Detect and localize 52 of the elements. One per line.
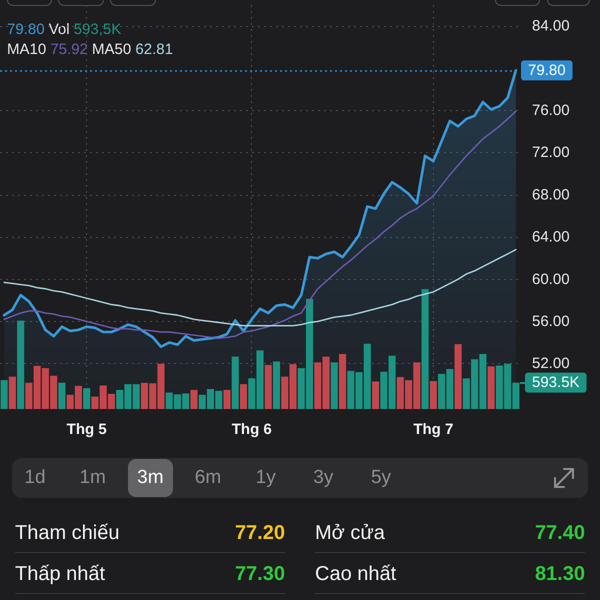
bar bbox=[330, 362, 338, 409]
text: Tham chiếu bbox=[15, 522, 120, 545]
x-tick-label: Thg 6 bbox=[232, 421, 272, 438]
text: 1m bbox=[78, 466, 107, 490]
bar bbox=[240, 384, 248, 409]
y-tick-label: 56.00 bbox=[532, 312, 570, 330]
y-tick-label: 68.00 bbox=[532, 186, 570, 204]
bar bbox=[232, 356, 239, 409]
bar bbox=[58, 382, 66, 409]
bar bbox=[422, 289, 429, 409]
y-tick-label: 84.00 bbox=[532, 18, 570, 35]
bar bbox=[8, 376, 16, 409]
y-tick-label: 60.00 bbox=[532, 270, 570, 288]
y-tick-label: 72.00 bbox=[532, 144, 570, 162]
annotation: MA50 62.81 bbox=[92, 41, 173, 58]
text: 3y bbox=[312, 466, 334, 490]
bar bbox=[430, 381, 437, 409]
bar bbox=[338, 354, 346, 409]
x-tick-label: Thg 5 bbox=[66, 421, 107, 438]
text: 1y bbox=[254, 466, 277, 490]
text: Thấp nhất bbox=[15, 563, 106, 586]
text: 81.30 bbox=[534, 563, 585, 586]
text: 3m bbox=[128, 459, 173, 497]
y-tick-label: 64.00 bbox=[532, 228, 570, 246]
text: 77.30 bbox=[234, 563, 285, 586]
line-series bbox=[3, 110, 517, 340]
text: 5y bbox=[370, 466, 392, 490]
y2-tick-label: 593.5K bbox=[532, 374, 580, 392]
y-tick-label: 76.00 bbox=[532, 102, 570, 119]
y-tick-label: 52.00 bbox=[532, 355, 570, 372]
line-series bbox=[3, 248, 517, 326]
bar bbox=[454, 344, 462, 409]
text: 6m bbox=[194, 466, 222, 490]
annotation: 79.80 bbox=[7, 21, 45, 38]
ref-line-label: 79.80 bbox=[528, 62, 566, 79]
bar bbox=[190, 390, 198, 409]
x-tick-label: Thg 7 bbox=[413, 421, 454, 438]
text: 77.40 bbox=[534, 522, 585, 545]
bar bbox=[17, 320, 24, 409]
bar bbox=[372, 381, 380, 409]
bar bbox=[272, 361, 280, 409]
text: 1d bbox=[23, 466, 47, 490]
bar bbox=[223, 390, 231, 409]
text: Mở cửa bbox=[315, 522, 385, 545]
annotation: MA10 75.92 bbox=[7, 41, 88, 58]
bar bbox=[83, 388, 90, 409]
text: 77.20 bbox=[234, 522, 285, 545]
bar bbox=[264, 365, 272, 409]
bar bbox=[488, 366, 495, 409]
text: Cao nhất bbox=[315, 563, 396, 586]
bar bbox=[0, 380, 8, 409]
annotation: Vol 593,5K bbox=[48, 21, 122, 38]
